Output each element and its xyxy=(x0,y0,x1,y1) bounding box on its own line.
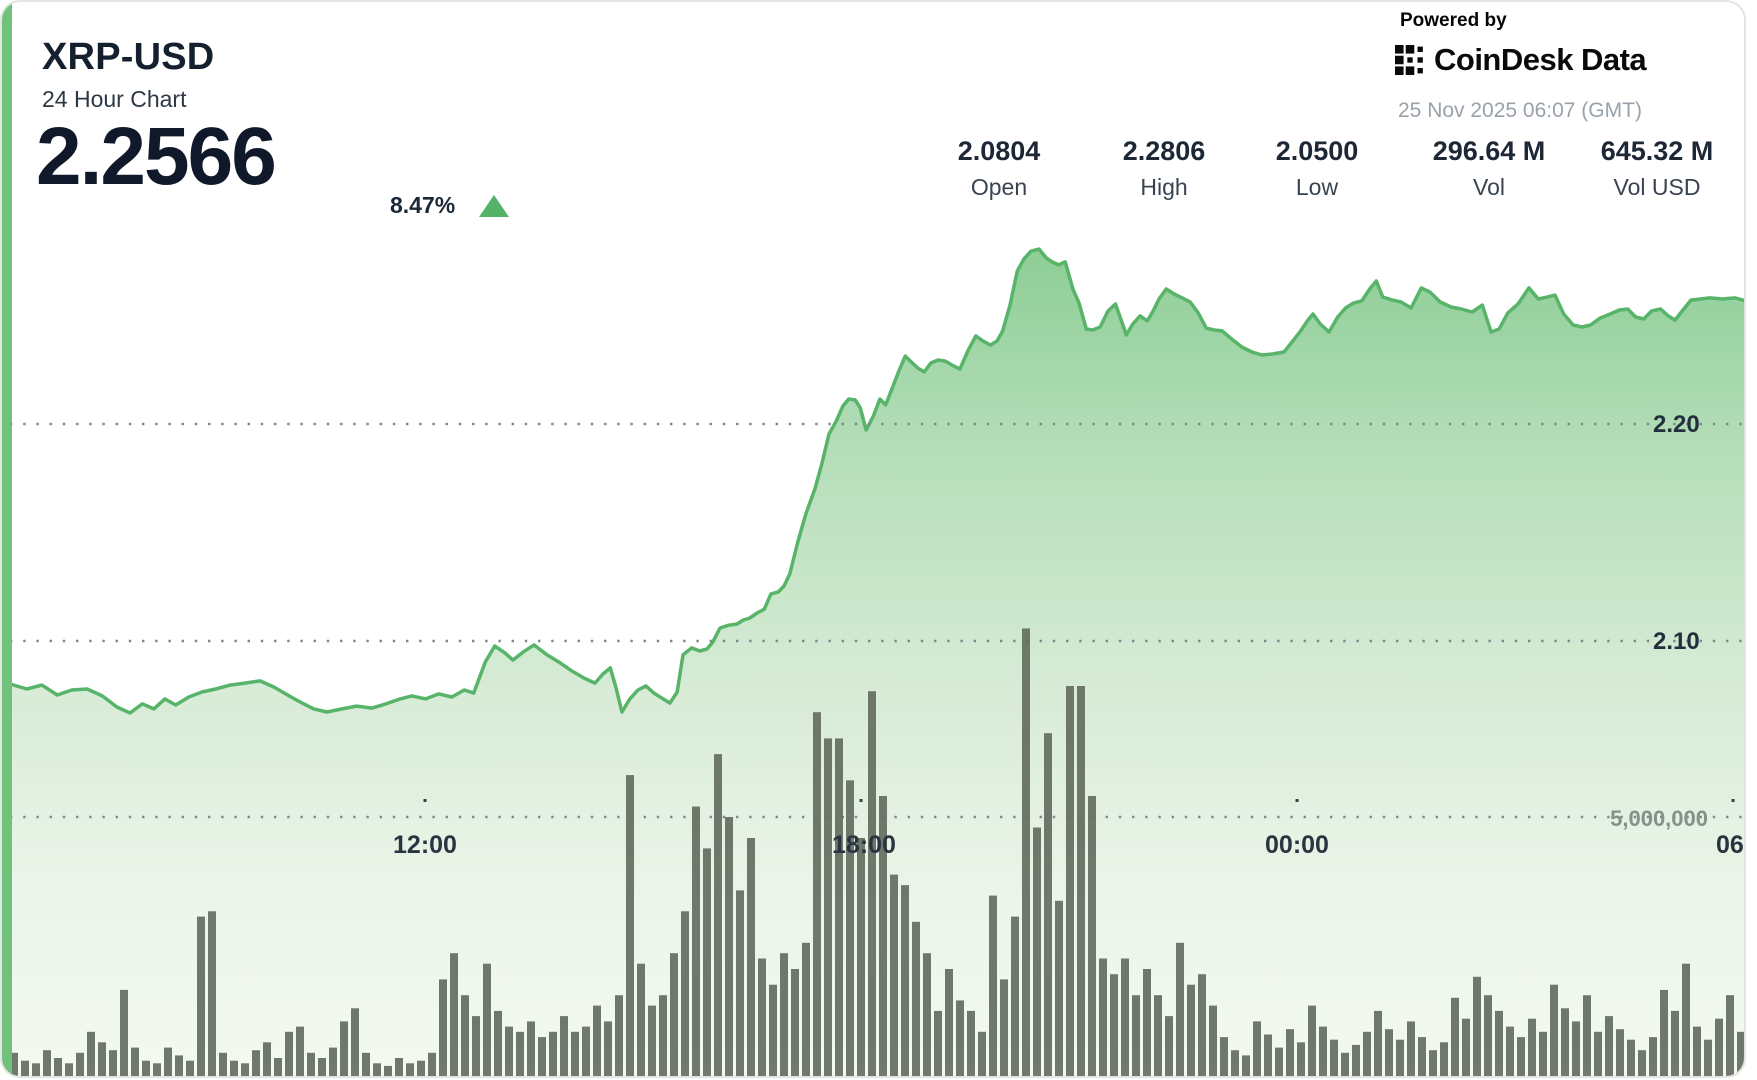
x-axis-label-0000: 00:00 xyxy=(1265,831,1329,859)
x-axis-label-0600: 06:00 xyxy=(1716,831,1744,859)
stat-label: Vol xyxy=(1473,174,1505,200)
page-title: XRP-USD xyxy=(42,36,215,78)
price-grid-label-2-20: 2.20 xyxy=(1653,411,1700,438)
brand-data: Data xyxy=(1580,42,1647,77)
volume-grid-label-5m: 5,000,000 xyxy=(1610,806,1708,831)
coindesk-logo: CoinDesk Data xyxy=(1395,42,1647,78)
brand-coindesk: CoinDesk xyxy=(1434,42,1573,77)
coindesk-data-wordmark: CoinDesk Data xyxy=(1434,42,1647,78)
powered-by-label: Powered by xyxy=(1400,10,1507,31)
x-axis-label-1800: 18:00 xyxy=(832,831,896,859)
stat-value: 645.32 M xyxy=(1600,136,1714,166)
change-percent: 8.47% xyxy=(390,192,456,218)
chart-timestamp: 25 Nov 2025 06:07 (GMT) xyxy=(1398,99,1642,122)
stat-open: 2.0804 Open xyxy=(958,136,1041,201)
stat-volume-usd: 645.32 M Vol USD xyxy=(1601,136,1714,201)
stat-label: Open xyxy=(970,174,1028,200)
stat-label: Low xyxy=(1295,174,1339,200)
stat-value: 2.0804 xyxy=(957,136,1041,166)
stat-volume: 296.64 M Vol xyxy=(1433,136,1546,201)
current-price: 2.2566 xyxy=(36,111,277,202)
stat-value: 296.64 M xyxy=(1432,136,1546,166)
left-accent-bar xyxy=(2,2,12,1076)
stat-value: 2.0500 xyxy=(1275,136,1359,166)
stat-high: 2.2806 High xyxy=(1123,136,1206,201)
stat-low: 2.0500 Low xyxy=(1276,136,1359,201)
up-triangle-icon xyxy=(479,195,509,217)
x-axis-label-1200: 12:00 xyxy=(393,831,457,859)
chart-subtitle: 24 Hour Chart xyxy=(42,86,187,112)
stat-label: High xyxy=(1140,174,1188,200)
coindesk-bracket-icon xyxy=(1395,45,1423,75)
price-grid-label-2-10: 2.10 xyxy=(1653,628,1700,655)
stat-value: 2.2806 xyxy=(1122,136,1206,166)
stat-label: Vol USD xyxy=(1613,174,1701,200)
